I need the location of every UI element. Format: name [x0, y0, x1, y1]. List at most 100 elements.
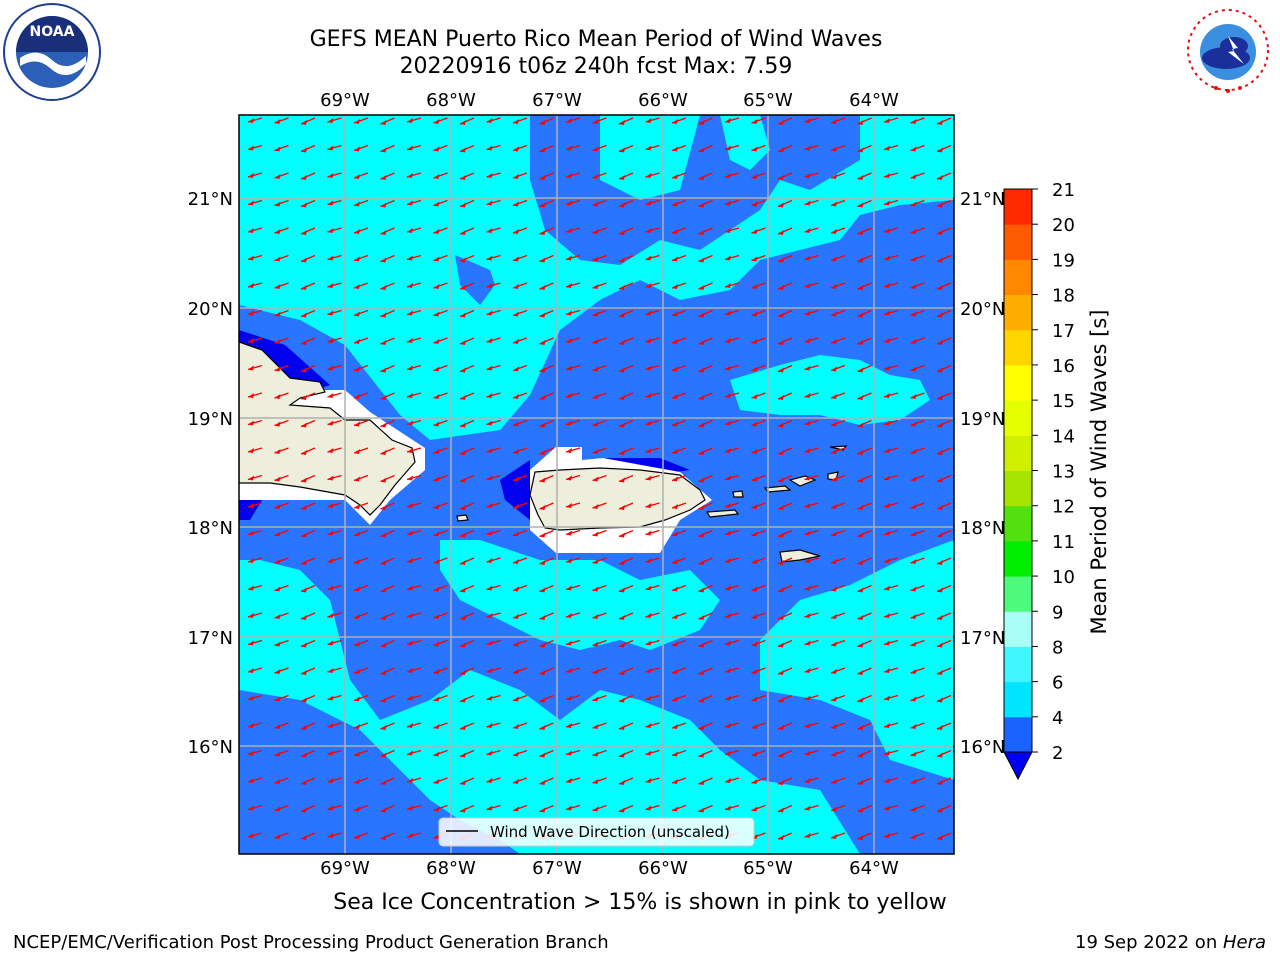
- colorbar-tick-label: 6: [1052, 673, 1063, 694]
- wave-direction-arrow: [804, 667, 819, 673]
- wave-direction-arrow: [406, 282, 422, 288]
- wave-direction-arrow: [327, 777, 342, 783]
- wave-direction-arrow: [247, 667, 263, 673]
- wave-direction-arrow: [645, 694, 660, 701]
- colorbar-tick-label: 17: [1052, 321, 1075, 342]
- wave-direction-arrow: [698, 529, 713, 538]
- wave-direction-arrow: [539, 199, 554, 208]
- wave-direction-arrow: [433, 199, 448, 207]
- wave-direction-arrow: [671, 419, 687, 427]
- wave-direction-arrow: [724, 694, 740, 701]
- wave-direction-arrow: [486, 502, 501, 508]
- wave-direction-arrow: [565, 419, 581, 426]
- colorbar-segment: [1004, 646, 1032, 683]
- wave-direction-arrow: [751, 337, 766, 344]
- colorbar-segment: [1004, 505, 1032, 542]
- wave-direction-arrow: [751, 227, 766, 234]
- wave-direction-arrow: [592, 584, 607, 592]
- wave-direction-arrow: [512, 447, 528, 454]
- wave-direction-arrow: [486, 804, 501, 811]
- map-panel[interactable]: [239, 115, 954, 854]
- wave-direction-arrow: [857, 584, 872, 593]
- wave-direction-arrow: [486, 254, 501, 261]
- wave-direction-arrow: [327, 694, 342, 701]
- wave-direction-arrow: [380, 392, 395, 400]
- wave-direction-arrow: [539, 227, 554, 235]
- wave-direction-arrow: [565, 529, 581, 536]
- wave-direction-arrow: [512, 117, 528, 124]
- wave-direction-arrow: [565, 117, 581, 123]
- colorbar-segment: [1004, 540, 1032, 577]
- wave-direction-arrow: [459, 639, 475, 648]
- wave-direction-arrow: [274, 639, 289, 647]
- wave-direction-arrow: [247, 474, 263, 481]
- wave-direction-arrow: [804, 694, 819, 701]
- colorbar-segment: [1004, 576, 1032, 612]
- graticule: [239, 115, 954, 854]
- wave-direction-arrow: [247, 502, 263, 508]
- wave-direction-arrow: [777, 337, 793, 345]
- wave-direction-arrow: [618, 144, 634, 153]
- colorbar-tick-label: 9: [1052, 602, 1063, 623]
- wave-direction-arrow: [804, 199, 819, 206]
- wave-direction-arrow: [830, 777, 846, 784]
- wave-direction-arrow: [936, 804, 952, 813]
- wave-direction-arrow: [380, 667, 395, 675]
- wave-direction-arrow: [857, 447, 872, 455]
- wave-direction-arrow: [433, 309, 448, 317]
- wave-direction-arrow: [724, 612, 740, 618]
- wave-direction-arrow: [380, 117, 395, 125]
- wave-direction-arrow: [433, 392, 448, 399]
- wave-direction-arrow: [883, 584, 899, 591]
- wave-direction-arrow: [459, 557, 475, 565]
- wave-direction-arrow: [751, 199, 766, 207]
- wave-direction-arrow: [274, 309, 289, 317]
- lon-label-bottom: 65°W: [743, 858, 793, 879]
- wave-direction-arrow: [406, 749, 422, 756]
- wave-direction-arrow: [565, 337, 581, 343]
- wave-direction-arrow: [380, 337, 395, 345]
- wave-direction-arrow: [698, 309, 713, 318]
- wave-direction-arrow: [247, 254, 263, 261]
- wave-direction-arrow: [857, 694, 872, 703]
- wave-direction-arrow: [539, 282, 554, 290]
- wave-direction-arrow: [857, 749, 872, 758]
- legend-label: Wind Wave Direction (unscaled): [490, 823, 730, 841]
- wave-direction-arrow: [300, 777, 316, 785]
- wave-direction-arrow: [671, 694, 687, 702]
- wave-direction-arrow: [274, 254, 289, 262]
- wave-direction-arrow: [433, 282, 448, 289]
- wave-direction-arrow: [247, 144, 263, 151]
- colorbar-tick-label: 10: [1052, 567, 1075, 588]
- contour-region-mid: [239, 690, 520, 854]
- map-frame: [238, 114, 955, 855]
- wave-direction-arrow: [353, 282, 369, 289]
- wave-direction-arrow: [300, 612, 316, 620]
- wave-direction-arrow: [857, 199, 872, 208]
- wave-direction-arrow: [380, 474, 395, 483]
- wave-direction-arrow: [592, 392, 607, 399]
- wave-direction-arrow: [804, 282, 819, 288]
- wave-direction-arrow: [910, 832, 925, 839]
- wave-direction-arrow: [698, 612, 713, 620]
- wave-direction-arrow: [565, 474, 581, 481]
- wave-direction-arrow: [486, 172, 501, 178]
- wave-direction-arrow: [910, 337, 925, 344]
- wave-direction-arrow: [380, 419, 395, 428]
- wave-direction-arrow: [353, 502, 369, 509]
- wave-direction-arrow: [618, 254, 634, 263]
- lon-label-top: 65°W: [743, 90, 793, 111]
- wave-direction-arrow: [353, 804, 369, 812]
- wave-direction-arrow: [645, 804, 660, 811]
- wave-direction-arrow: [857, 282, 872, 290]
- wave-direction-arrow: [618, 722, 634, 730]
- wave-direction-arrow: [433, 722, 448, 729]
- wave-direction-arrow: [327, 419, 342, 426]
- wave-direction-arrow: [406, 722, 422, 728]
- wave-direction-arrow: [804, 722, 819, 728]
- wave-direction-arrow: [512, 364, 528, 372]
- lat-label-left: 20°N: [188, 299, 233, 320]
- wave-direction-arrow: [406, 529, 422, 536]
- wave-direction-arrow: [883, 557, 899, 563]
- wave-direction-arrow: [698, 777, 713, 785]
